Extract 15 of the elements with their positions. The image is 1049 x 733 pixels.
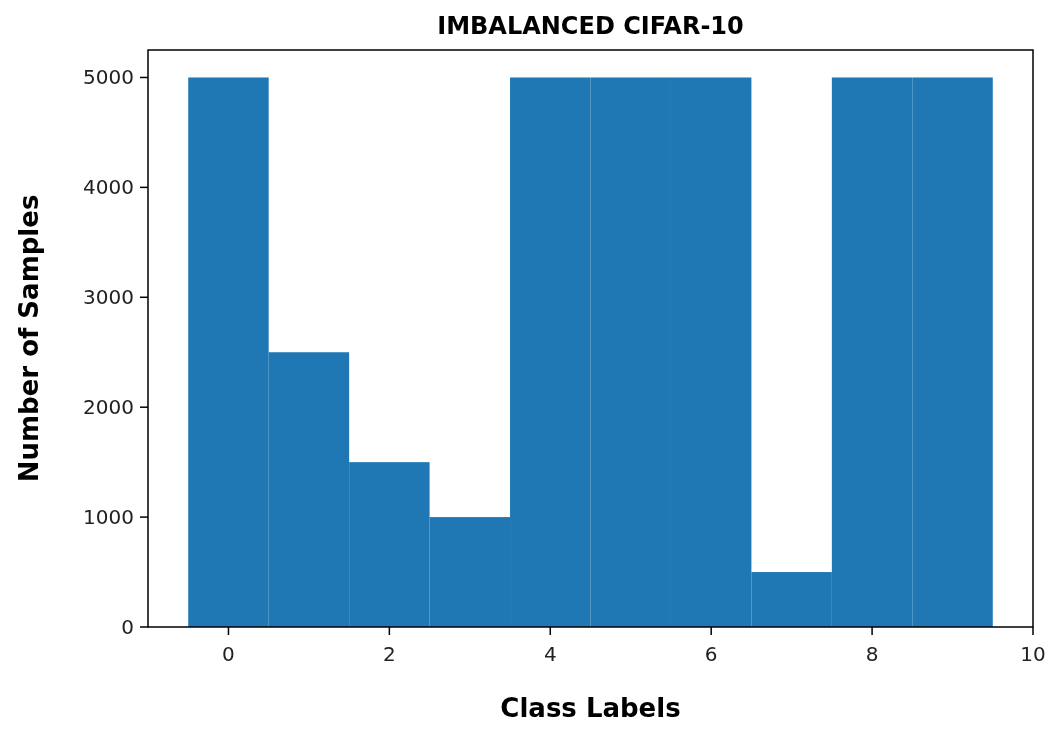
y-tick-label: 0 [121, 615, 134, 639]
y-tick-label: 4000 [83, 175, 134, 200]
x-tick-label: 4 [543, 642, 557, 666]
x-axis-title: Class Labels [500, 693, 681, 723]
x-tick-label: 10 [1020, 642, 1046, 666]
y-tick-label: 3000 [83, 285, 134, 310]
chart-title: IMBALANCED CIFAR-10 [437, 12, 744, 40]
x-tick-label: 0 [222, 642, 235, 666]
x-tick-label: 8 [865, 642, 879, 666]
y-tick-label: 2000 [83, 395, 134, 420]
x-tick-label: 2 [383, 642, 396, 666]
y-tick-label: 1000 [83, 505, 134, 530]
y-axis-title: Number of Samples [14, 194, 44, 483]
x-tick-label: 6 [704, 642, 718, 666]
y-tick-label: 5000 [83, 65, 134, 90]
